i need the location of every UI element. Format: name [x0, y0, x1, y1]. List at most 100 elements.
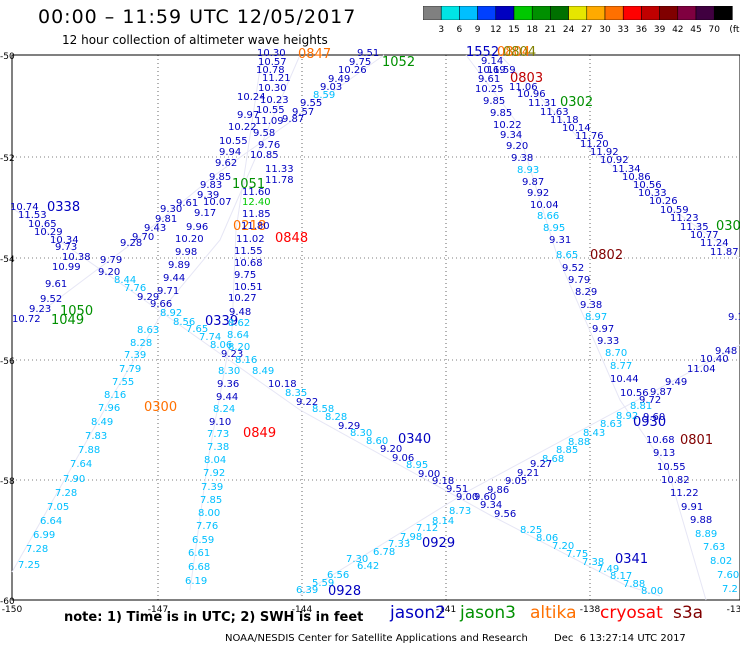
lon-label: -13: [727, 605, 740, 615]
swh-value-label: 9.97: [592, 324, 614, 335]
swh-value-label: 8.56: [173, 317, 195, 328]
swh-value-label: 10.30: [257, 48, 286, 59]
legend-jason2: jason2: [390, 603, 446, 623]
swh-value-label: 9.94: [219, 147, 241, 158]
swh-value-label: 10.85: [250, 150, 279, 161]
swh-value-label: 11.78: [265, 175, 294, 186]
swh-value-label: 10.07: [203, 197, 232, 208]
swh-value-label: 9.30: [160, 204, 182, 215]
colorbar-tick-label: 70: [708, 25, 720, 35]
swh-value-label: 9.62: [215, 158, 237, 169]
swh-value-label: 9.97: [237, 110, 259, 121]
pass-time-label: 0930: [633, 415, 666, 430]
swh-value-label: 9.56: [494, 509, 516, 520]
swh-value-label: 7.88: [623, 579, 645, 590]
lon-label: -144: [292, 605, 313, 615]
swh-value-label: 6.78: [373, 547, 395, 558]
swh-value-label: 9.13: [653, 448, 675, 459]
swh-value-label: 6.39: [296, 585, 318, 596]
swh-value-label: 9.38: [580, 300, 602, 311]
swh-value-label: 10.30: [258, 83, 287, 94]
pass-time-label: 1052: [382, 55, 415, 70]
swh-value-label: 11.85: [242, 209, 271, 220]
swh-value-label: 8.00: [641, 586, 663, 597]
swh-value-label: 11.31: [528, 98, 557, 109]
swh-value-label: 8.30: [350, 428, 372, 439]
pass-time-label: 0804: [503, 45, 536, 60]
swh-value-label: 7.64: [70, 459, 92, 470]
swh-value-label: 6.56: [327, 570, 349, 581]
colorbar-tick-label: 24: [563, 25, 575, 35]
swh-value-label: 9.76: [258, 140, 280, 151]
swh-value-label: 10.26: [338, 65, 367, 76]
swh-value-label: 8.43: [583, 428, 605, 439]
swh-value-label: 8.85: [556, 445, 578, 456]
swh-value-label: 8.20: [228, 342, 250, 353]
swh-value-label: 9.22: [296, 397, 318, 408]
swh-value-label: 11.59: [487, 65, 516, 76]
swh-value-label: 8.59: [313, 90, 335, 101]
swh-value-label: 7.49: [597, 564, 619, 575]
colorbar-tick-label: 27: [581, 25, 592, 35]
swh-value-label: 8.30: [218, 366, 240, 377]
swh-value-label: 10.55: [256, 105, 285, 116]
swh-value-label: 8.63: [600, 419, 622, 430]
swh-value-label: 9.03: [320, 82, 342, 93]
colorbar-swatch: [713, 6, 733, 20]
colorbar-tick-label: 45: [690, 25, 701, 35]
swh-value-label: 7.60: [717, 570, 739, 581]
colorbar-tick-label: 39: [654, 25, 666, 35]
swh-value-label: 10.86: [622, 172, 651, 183]
swh-value-label: 9.20: [506, 141, 528, 152]
swh-value-label: 8.49: [91, 417, 113, 428]
swh-value-label: 9.75: [349, 57, 371, 68]
footer-credit: NOAA/NESDIS Center for Satellite Applica…: [225, 633, 528, 644]
swh-value-label: 8.89: [695, 529, 717, 540]
swh-value-label: 11.60: [242, 187, 271, 198]
swh-value-label: 8.66: [537, 211, 559, 222]
swh-value-label: 9.60: [474, 492, 496, 503]
swh-value-label: 9.05: [505, 476, 527, 487]
pass-time-label: 0302: [560, 95, 593, 110]
swh-value-label: 10.18: [268, 379, 297, 390]
swh-value-label: 11.35: [680, 222, 709, 233]
pass-time-label: 0341: [615, 552, 648, 567]
swh-value-label: 9.49: [665, 377, 687, 388]
colorbar-tick-label: 12: [490, 25, 501, 35]
swh-value-label: 9.58: [253, 128, 275, 139]
satellite-track: [499, 54, 740, 259]
swh-value-label: 10.14: [562, 123, 591, 134]
swh-value-label: 7.28: [55, 488, 77, 499]
swh-value-label: 9.39: [197, 190, 219, 201]
swh-value-label: 7.30: [346, 554, 368, 565]
map-subtitle: 12 hour collection of altimeter wave hei…: [62, 33, 328, 47]
swh-value-label: 9.36: [217, 379, 239, 390]
swh-value-label: 9.38: [511, 153, 533, 164]
swh-value-label: 7.76: [196, 521, 218, 532]
swh-value-label: 8.88: [568, 437, 590, 448]
swh-value-label: 10.34: [50, 235, 79, 246]
swh-value-label: 11.33: [265, 164, 294, 175]
swh-value-label: 10.65: [28, 219, 57, 230]
lon-label: -141: [436, 605, 456, 615]
swh-value-label: 11.18: [550, 115, 579, 126]
swh-value-label: 9.89: [168, 260, 190, 271]
swh-value-label: 9.49: [328, 74, 350, 85]
swh-value-label: 10.55: [219, 136, 248, 147]
pass-time-label: 0804: [497, 45, 530, 60]
pass-time-label: 1552: [466, 45, 499, 60]
swh-value-label: 8.68: [542, 454, 564, 465]
swh-value-label: 8.44: [114, 275, 136, 286]
swh-value-label: 9.28: [120, 238, 142, 249]
swh-value-label: 10.29: [34, 227, 63, 238]
swh-value-label: 10.82: [661, 475, 690, 486]
swh-value-label: 9.81: [155, 214, 177, 225]
swh-value-label: 10.77: [690, 230, 719, 241]
swh-value-label: 9.98: [175, 247, 197, 258]
swh-value-label: 7.92: [203, 468, 225, 479]
swh-value-label: 9.85: [483, 96, 505, 107]
swh-value-label: 8.92: [616, 411, 638, 422]
pass-time-label: 0803: [510, 71, 543, 86]
swh-value-label: 8.04: [204, 455, 226, 466]
